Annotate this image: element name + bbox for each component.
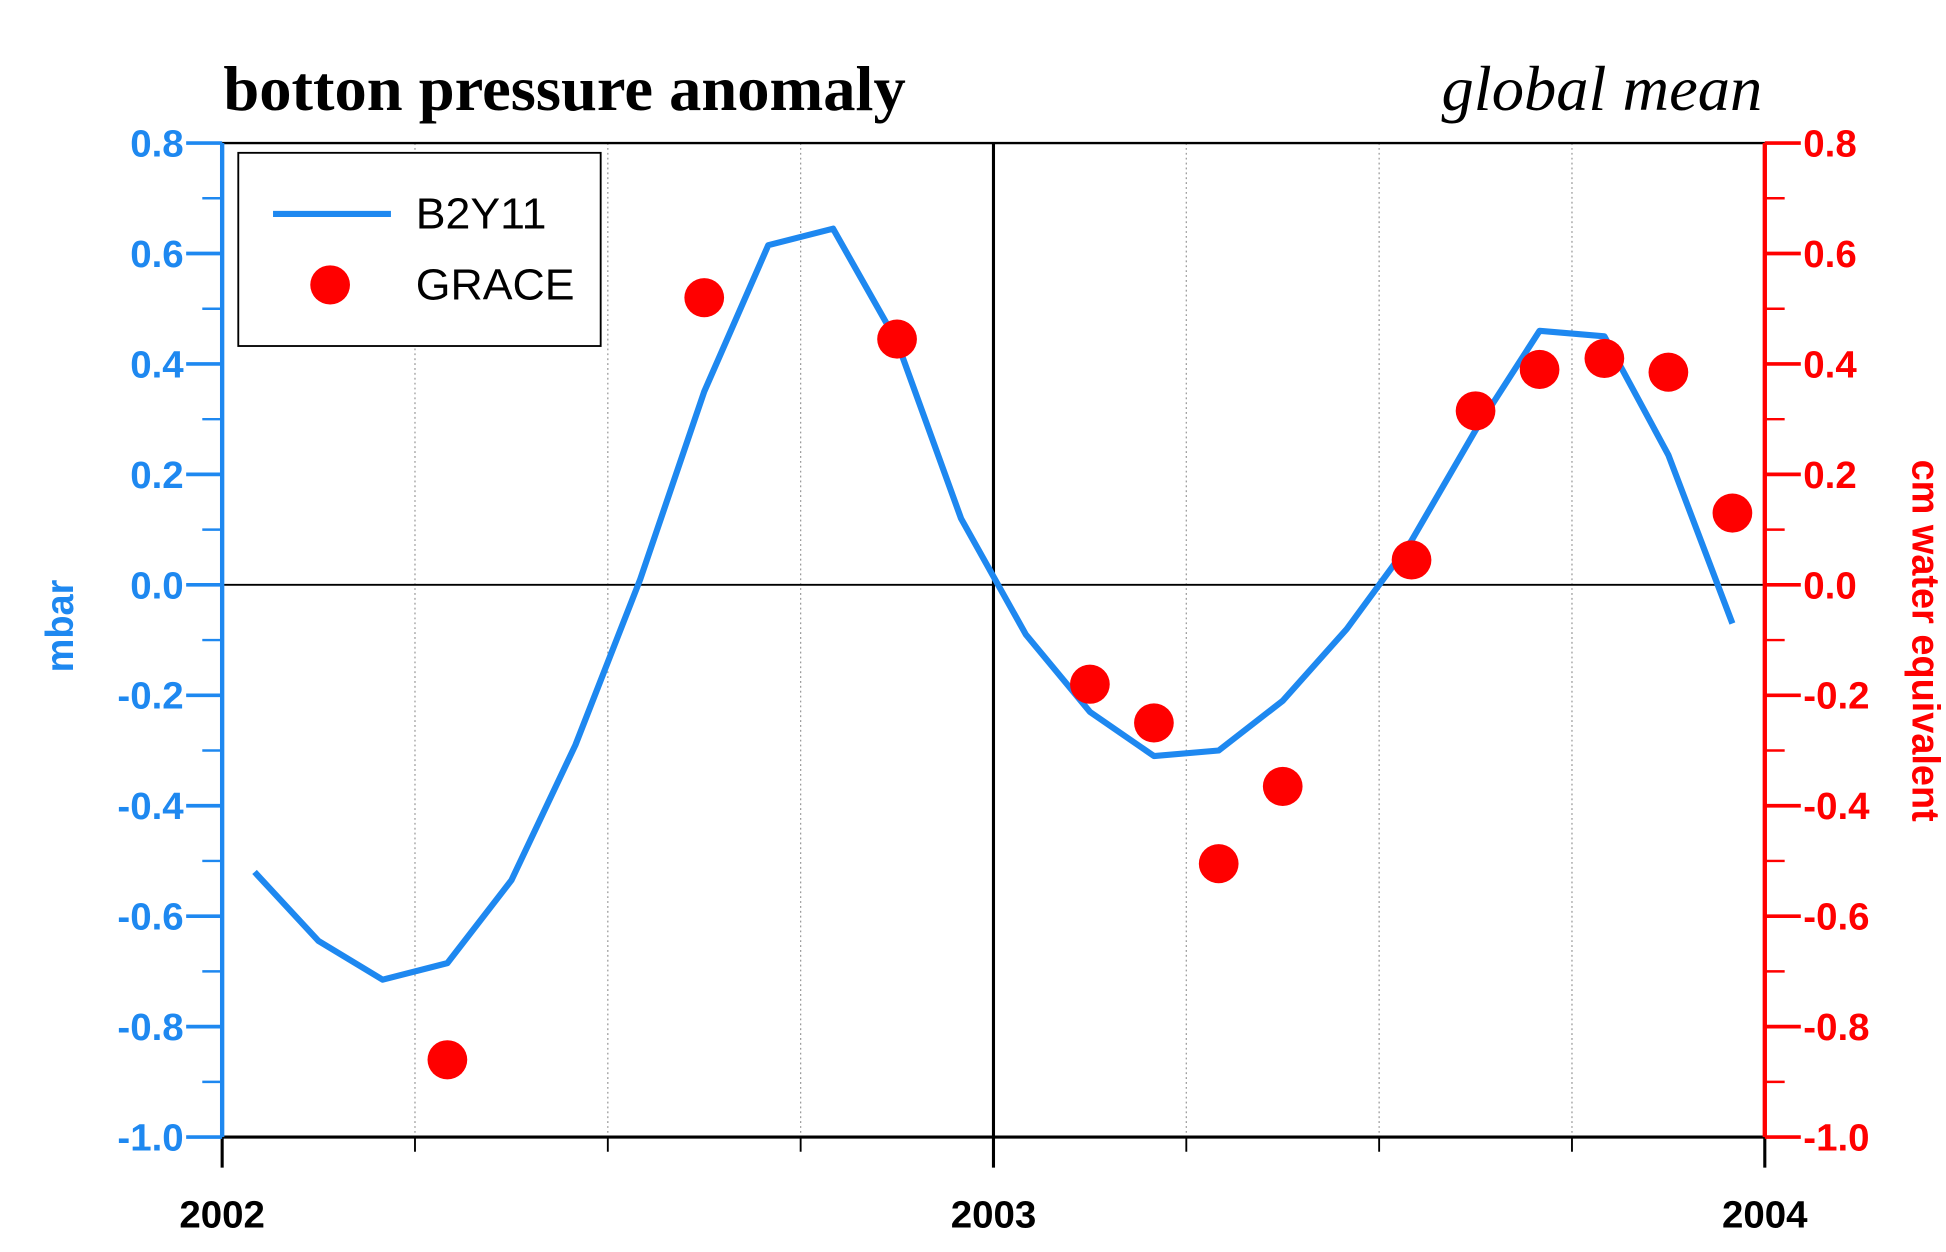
y-tick-label: 0.6: [130, 233, 183, 276]
data-point: [1519, 349, 1560, 390]
data-point: [427, 1040, 468, 1080]
y-tick-label: 0.4: [130, 344, 184, 387]
legend-label: GRACE: [416, 261, 575, 310]
data-point: [684, 278, 725, 318]
y2-axis-title: cm water equivalent: [1903, 460, 1946, 822]
data-point: [1262, 766, 1303, 806]
y2-tick-label: 0.4: [1803, 344, 1857, 387]
y2-tick-label: -1.0: [1803, 1117, 1869, 1160]
y2-tick-label: -0.6: [1803, 896, 1869, 939]
y-tick-label: -1.0: [117, 1117, 183, 1160]
y-tick-label: -0.2: [117, 675, 183, 718]
data-point: [1070, 664, 1110, 704]
y2-tick-label: -0.2: [1803, 675, 1869, 718]
y-tick-label: 0.0: [130, 565, 183, 608]
x-tick-label: 2003: [951, 1194, 1037, 1237]
chart-title: botton pressure anomaly: [223, 53, 905, 123]
y-axis-title: mbar: [39, 580, 82, 673]
y2-tick-label: 0.0: [1803, 565, 1856, 608]
data-point: [1391, 540, 1432, 580]
x-tick-label: 2004: [1722, 1194, 1808, 1237]
x-tick-label: 2002: [179, 1194, 265, 1237]
y-tick-label: 0.8: [130, 123, 183, 166]
y-tick-label: -0.8: [117, 1006, 183, 1049]
data-point: [1712, 493, 1753, 533]
y2-tick-label: 0.6: [1803, 233, 1856, 276]
data-point: [1584, 338, 1625, 378]
legend-swatch: [310, 265, 350, 305]
y2-tick-label: 0.8: [1803, 123, 1856, 166]
y2-tick-label: -0.4: [1803, 785, 1870, 828]
y-tick-label: 0.2: [130, 454, 183, 497]
data-point: [877, 319, 917, 359]
data-point: [1455, 391, 1496, 431]
data-point: [1648, 352, 1689, 392]
chart-subtitle: global mean: [1442, 53, 1763, 123]
legend-box: [237, 151, 602, 347]
y2-tick-label: -0.8: [1803, 1006, 1869, 1049]
y-tick-label: -0.6: [117, 896, 183, 939]
y-tick-label: -0.4: [117, 785, 184, 828]
data-point: [1198, 844, 1239, 884]
y2-tick-label: 0.2: [1803, 454, 1856, 497]
legend-label: B2Y11: [416, 190, 547, 239]
data-point: [1134, 703, 1174, 743]
